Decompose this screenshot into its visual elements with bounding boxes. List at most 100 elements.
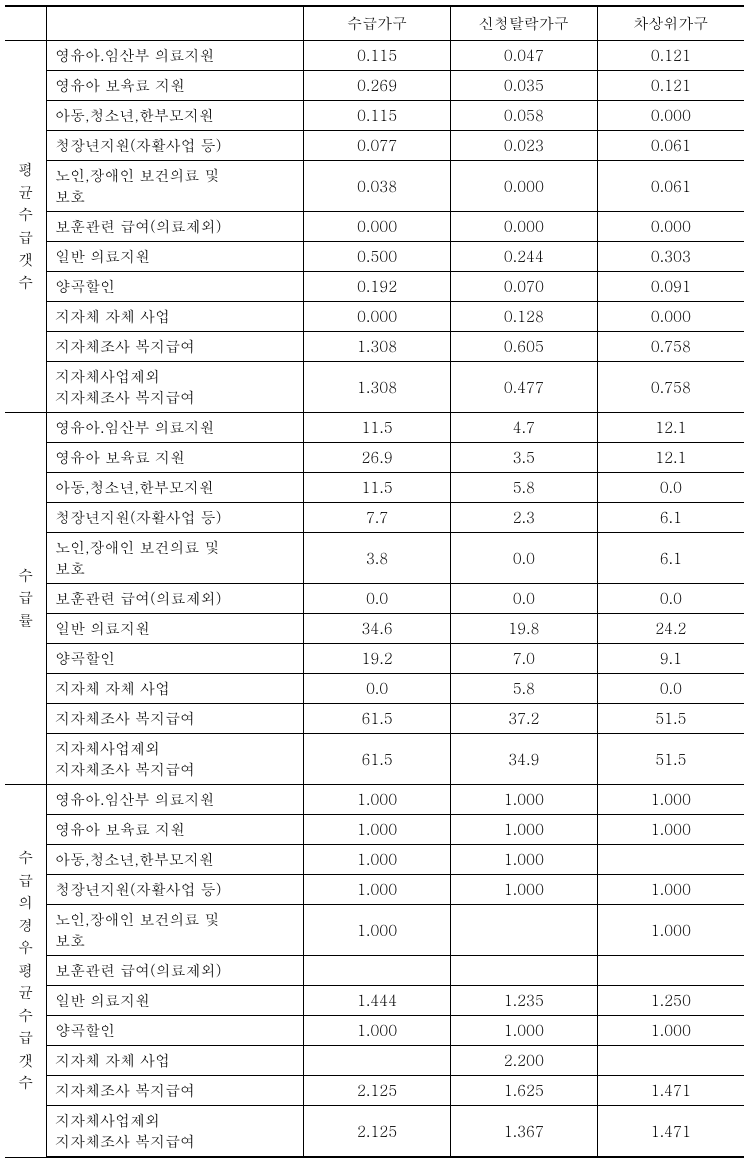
header-col-3: 차상위가구 [597,6,744,41]
data-cell-2: 0.058 [450,101,597,131]
data-cell-2: 2.3 [450,503,597,533]
data-cell-2: 0.0 [450,584,597,614]
data-cell-1: 1.000 [304,785,451,815]
data-cell-2: 0.244 [450,242,597,272]
data-cell-2: 0.477 [450,362,597,413]
item-label: 영유아 보육료 지원 [47,815,304,845]
data-cell-3: 9.1 [597,644,744,674]
item-label: 영유아.임산부 의료지원 [47,785,304,815]
item-label: 지자체사업제외지자체조사 복지급여 [47,734,304,785]
data-cell-1 [304,1046,451,1076]
data-cell-2: 2.200 [450,1046,597,1076]
welfare-benefits-table: 수급가구 신청탈락가구 차상위가구 평균수급갯수영유아.임산부 의료지원 0.11… [5,5,744,1158]
data-cell-1: 1.000 [304,875,451,905]
data-cell-2: 0.128 [450,302,597,332]
data-cell-2: 19.8 [450,614,597,644]
data-cell-3: 1.000 [597,875,744,905]
data-cell-2: 34.9 [450,734,597,785]
data-cell-3: 1.000 [597,785,744,815]
data-cell-3 [597,956,744,986]
data-cell-2: 4.7 [450,413,597,443]
data-cell-2: 1.367 [450,1106,597,1158]
data-cell-1: 26.9 [304,443,451,473]
data-cell-3: 0.758 [597,362,744,413]
data-cell-2: 0.070 [450,272,597,302]
data-cell-1: 1.000 [304,1016,451,1046]
item-label: 노인,장애인 보건의료 및보호 [47,533,304,584]
item-label: 지자체조사 복지급여 [47,704,304,734]
item-label: 보훈관련 급여(의료제외) [47,212,304,242]
item-label: 지자체사업제외지자체조사 복지급여 [47,1106,304,1158]
data-cell-1: 1.000 [304,905,451,956]
item-label: 보훈관련 급여(의료제외) [47,956,304,986]
data-cell-3: 51.5 [597,734,744,785]
item-label: 지자체조사 복지급여 [47,332,304,362]
data-cell-2: 0.000 [450,161,597,212]
item-label: 지자체조사 복지급여 [47,1076,304,1106]
data-cell-1: 2.125 [304,1076,451,1106]
data-cell-2: 0.000 [450,212,597,242]
item-label: 양곡할인 [47,1016,304,1046]
header-spacer-2 [47,6,304,41]
item-label: 지자체 자체 사업 [47,1046,304,1076]
item-label: 지자체 자체 사업 [47,302,304,332]
item-label: 일반 의료지원 [47,242,304,272]
data-cell-1: 1.444 [304,986,451,1016]
data-cell-2: 0.035 [450,71,597,101]
data-cell-1: 1.000 [304,845,451,875]
header-col-1: 수급가구 [304,6,451,41]
data-cell-1: 34.6 [304,614,451,644]
data-cell-2: 3.5 [450,443,597,473]
data-cell-1: 0.000 [304,302,451,332]
data-cell-3: 1.000 [597,1016,744,1046]
data-cell-3: 0.303 [597,242,744,272]
data-cell-1: 61.5 [304,704,451,734]
data-cell-1: 11.5 [304,413,451,443]
data-cell-3: 0.061 [597,131,744,161]
item-label: 일반 의료지원 [47,614,304,644]
data-cell-1: 0.500 [304,242,451,272]
data-cell-3: 0.0 [597,473,744,503]
item-label: 영유아 보육료 지원 [47,443,304,473]
data-cell-1: 0.000 [304,212,451,242]
header-col-2: 신청탈락가구 [450,6,597,41]
data-cell-1: 0.077 [304,131,451,161]
data-cell-1: 11.5 [304,473,451,503]
item-label: 노인,장애인 보건의료 및보호 [47,161,304,212]
data-cell-1: 0.038 [304,161,451,212]
item-label: 양곡할인 [47,644,304,674]
data-cell-2: 1.000 [450,875,597,905]
data-cell-1: 19.2 [304,644,451,674]
data-cell-3: 1.000 [597,905,744,956]
data-cell-2: 1.000 [450,1016,597,1046]
data-cell-2: 0.605 [450,332,597,362]
data-cell-1: 1.308 [304,332,451,362]
data-cell-2: 5.8 [450,473,597,503]
data-cell-2: 0.023 [450,131,597,161]
data-cell-3: 6.1 [597,533,744,584]
data-cell-1: 2.125 [304,1106,451,1158]
data-cell-3 [597,1046,744,1076]
item-label: 양곡할인 [47,272,304,302]
data-cell-1: 61.5 [304,734,451,785]
item-label: 노인,장애인 보건의료 및보호 [47,905,304,956]
data-cell-1: 0.0 [304,674,451,704]
data-cell-1: 0.115 [304,41,451,71]
item-label: 지자체 자체 사업 [47,674,304,704]
item-label: 지자체사업제외지자체조사 복지급여 [47,362,304,413]
data-cell-3: 0.758 [597,332,744,362]
data-cell-3: 0.000 [597,101,744,131]
data-cell-1: 0.269 [304,71,451,101]
data-cell-1: 3.8 [304,533,451,584]
data-cell-3 [597,845,744,875]
item-label: 아동,청소년,한부모지원 [47,101,304,131]
section-label-0: 평균수급갯수 [5,41,47,413]
data-cell-3: 24.2 [597,614,744,644]
data-cell-3: 1.250 [597,986,744,1016]
data-cell-2: 0.047 [450,41,597,71]
data-cell-2: 1.000 [450,785,597,815]
header-spacer-1 [5,6,47,41]
item-label: 영유아 보육료 지원 [47,71,304,101]
data-cell-3: 0.0 [597,584,744,614]
data-cell-3: 0.0 [597,674,744,704]
